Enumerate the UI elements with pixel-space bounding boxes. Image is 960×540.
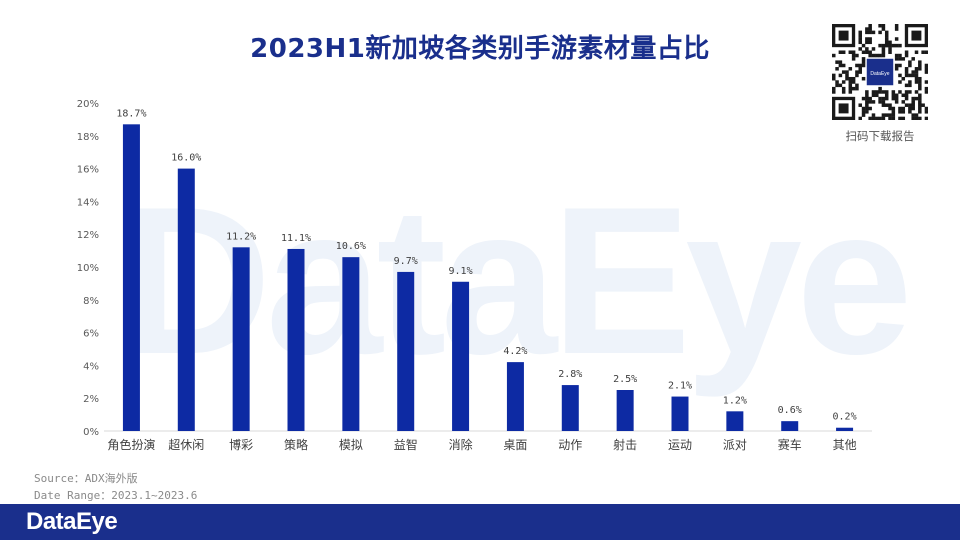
footer-bar: DataEye bbox=[0, 504, 960, 540]
bar bbox=[781, 421, 799, 431]
y-tick-label: 2% bbox=[83, 394, 99, 405]
y-tick-label: 4% bbox=[83, 361, 99, 372]
bar bbox=[726, 411, 744, 431]
bar bbox=[122, 124, 140, 431]
x-tick-label: 运动 bbox=[668, 438, 692, 452]
x-tick-label: 消除 bbox=[449, 437, 473, 452]
data-label: 4.2% bbox=[503, 346, 527, 357]
y-tick-label: 20% bbox=[77, 99, 99, 110]
data-label: 0.2% bbox=[833, 412, 857, 423]
bar bbox=[836, 427, 854, 431]
data-label: 18.7% bbox=[116, 108, 146, 119]
data-label: 9.1% bbox=[449, 266, 473, 277]
x-tick-label: 派对 bbox=[723, 438, 747, 452]
y-tick-label: 6% bbox=[83, 329, 99, 340]
data-label: 16.0% bbox=[171, 153, 201, 164]
y-tick-label: 8% bbox=[83, 296, 99, 307]
y-tick-label: 10% bbox=[77, 263, 99, 274]
qr-caption: 扫码下载报告 bbox=[845, 129, 915, 143]
date-range-note: Date Range：2023.1~2023.6 bbox=[34, 489, 198, 502]
data-label: 2.1% bbox=[668, 381, 692, 392]
data-label: 9.7% bbox=[394, 256, 418, 267]
bar bbox=[342, 257, 360, 431]
data-label: 2.5% bbox=[613, 374, 637, 385]
data-label: 2.8% bbox=[558, 369, 582, 380]
x-tick-label: 其他 bbox=[833, 438, 857, 452]
data-label: 11.2% bbox=[226, 231, 256, 242]
y-tick-label: 18% bbox=[77, 132, 99, 143]
x-tick-label: 角色扮演 bbox=[107, 437, 155, 452]
x-tick-label: 赛车 bbox=[778, 437, 802, 452]
x-tick-label: 超休闲 bbox=[168, 437, 204, 452]
x-tick-label: 博彩 bbox=[229, 437, 253, 452]
data-label: 10.6% bbox=[336, 241, 366, 252]
bar bbox=[616, 390, 634, 431]
chart-title: 2023H1新加坡各类别手游素材量占比 bbox=[250, 34, 710, 64]
bar bbox=[561, 385, 579, 431]
data-label: 1.2% bbox=[723, 395, 747, 406]
y-tick-label: 12% bbox=[77, 230, 99, 241]
bar bbox=[397, 271, 415, 431]
source-note: Source：ADX海外版 bbox=[34, 472, 138, 485]
bar bbox=[177, 168, 195, 431]
bar bbox=[287, 248, 305, 431]
qr-code-icon[interactable]: DataEye bbox=[832, 24, 928, 120]
bar bbox=[232, 247, 250, 431]
bar-chart: 0% 2% 4% 6% 8% 10% 12% 14% 16% 18% 20% 18.7% 角色扮演 16.… bbox=[77, 99, 872, 452]
data-label: 11.1% bbox=[281, 233, 311, 244]
x-tick-label: 动作 bbox=[558, 438, 582, 452]
y-tick-label: 0% bbox=[83, 427, 99, 438]
bar bbox=[506, 362, 524, 431]
y-tick-label: 16% bbox=[77, 165, 99, 176]
y-tick-label: 14% bbox=[77, 197, 99, 208]
qr-logo-text: DataEye bbox=[870, 71, 889, 77]
x-tick-label: 桌面 bbox=[503, 438, 527, 452]
bar bbox=[452, 281, 470, 431]
bar bbox=[671, 396, 689, 431]
x-tick-label: 模拟 bbox=[339, 438, 363, 452]
x-tick-label: 策略 bbox=[284, 437, 308, 452]
footer-logo: DataEye bbox=[26, 508, 118, 535]
x-tick-label: 射击 bbox=[613, 437, 637, 452]
data-label: 0.6% bbox=[778, 405, 802, 416]
x-tick-label: 益智 bbox=[394, 437, 418, 452]
qr-block: DataEye 扫码下载报告 bbox=[832, 24, 928, 144]
